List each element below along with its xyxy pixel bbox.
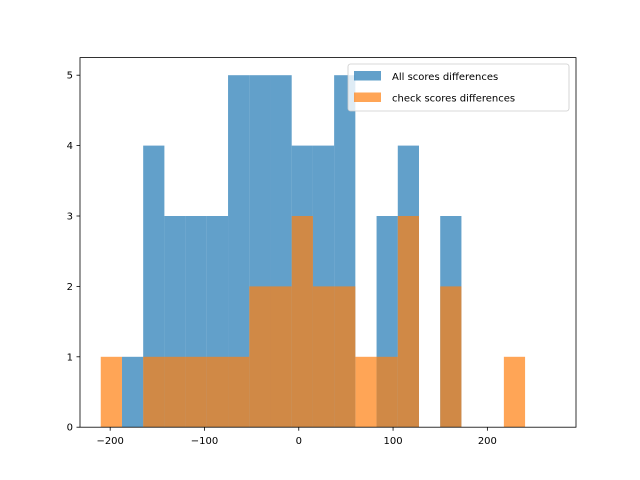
histogram-bar <box>228 356 250 428</box>
legend: All scores differences check scores diffe… <box>347 63 570 112</box>
x-tick-label: 0 <box>296 436 302 447</box>
histogram-bar <box>121 356 144 428</box>
x-tick-label: 100 <box>384 436 403 447</box>
y-tick-label: 5 <box>67 71 73 82</box>
histogram-bar <box>185 356 207 428</box>
histogram-bar <box>397 216 419 428</box>
histogram-bar <box>440 286 462 428</box>
x-axis: −200 −100 0 100 200 <box>96 427 497 447</box>
legend-label: check scores differences <box>392 94 515 105</box>
series-2-bars <box>100 216 526 428</box>
y-tick-label: 0 <box>67 423 73 434</box>
histogram-bar <box>503 356 526 428</box>
legend-swatch <box>354 71 381 81</box>
histogram-bar <box>228 75 250 428</box>
histogram-bar <box>355 356 377 428</box>
histogram-bar <box>312 286 335 428</box>
bars-layer <box>100 75 526 428</box>
histogram-bar <box>164 356 186 428</box>
x-tick-label: −100 <box>191 436 218 447</box>
y-tick-label: 4 <box>67 141 73 152</box>
histogram-bar <box>376 356 398 428</box>
legend-box <box>347 63 570 112</box>
histogram-bar <box>249 286 271 428</box>
y-axis: 0 1 2 3 4 5 <box>67 71 80 434</box>
y-tick-label: 2 <box>67 282 73 293</box>
legend-label: All scores differences <box>392 72 498 83</box>
histogram-bar <box>206 356 229 428</box>
y-tick-label: 1 <box>67 352 73 363</box>
histogram-bar <box>143 356 165 428</box>
x-tick-label: −200 <box>96 436 123 447</box>
legend-swatch <box>354 92 381 102</box>
histogram-bar <box>291 216 313 428</box>
y-tick-label: 3 <box>67 212 73 223</box>
plot-frame <box>79 57 577 428</box>
histogram-bar <box>100 356 122 428</box>
histogram-bar <box>334 286 356 428</box>
x-tick-label: 200 <box>478 436 497 447</box>
histogram-bar <box>270 286 292 428</box>
